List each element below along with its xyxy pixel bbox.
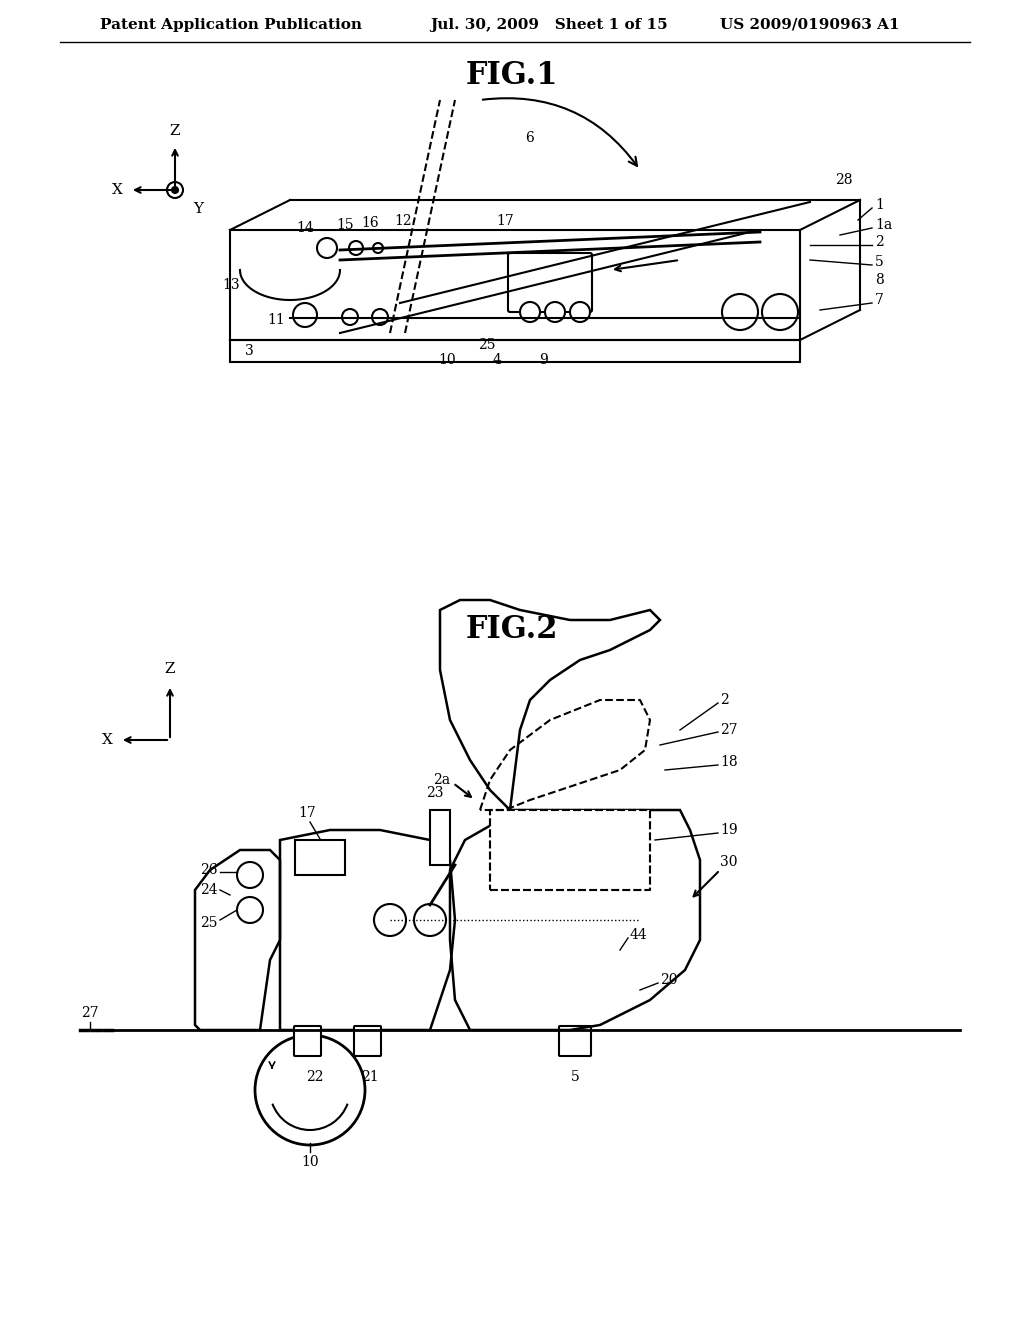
- Circle shape: [172, 187, 178, 193]
- Circle shape: [374, 904, 406, 936]
- Text: Jul. 30, 2009   Sheet 1 of 15: Jul. 30, 2009 Sheet 1 of 15: [430, 18, 668, 32]
- Circle shape: [255, 1035, 365, 1144]
- Text: Patent Application Publication: Patent Application Publication: [100, 18, 362, 32]
- Text: 17: 17: [496, 214, 514, 228]
- Text: 1: 1: [874, 198, 884, 213]
- Text: 22: 22: [306, 1071, 324, 1084]
- Circle shape: [762, 294, 798, 330]
- Circle shape: [293, 304, 317, 327]
- Text: 10: 10: [301, 1155, 318, 1170]
- Text: 28: 28: [835, 173, 853, 187]
- Text: 44: 44: [630, 928, 648, 942]
- Text: Z: Z: [170, 124, 180, 139]
- Text: 25: 25: [478, 338, 496, 352]
- Circle shape: [545, 302, 565, 322]
- Text: 17: 17: [298, 807, 315, 820]
- Circle shape: [237, 898, 263, 923]
- Bar: [230, 341, 800, 362]
- FancyArrowPatch shape: [482, 98, 637, 166]
- Text: 20: 20: [660, 973, 678, 987]
- Circle shape: [373, 243, 383, 253]
- Text: 30: 30: [720, 855, 737, 869]
- Text: 11: 11: [267, 313, 285, 327]
- Text: 15: 15: [336, 218, 354, 232]
- Circle shape: [372, 309, 388, 325]
- Text: 9: 9: [539, 352, 548, 367]
- Text: 8: 8: [874, 273, 884, 286]
- Text: 10: 10: [438, 352, 456, 367]
- Circle shape: [414, 904, 446, 936]
- Circle shape: [342, 309, 358, 325]
- Text: 2a: 2a: [433, 774, 450, 787]
- FancyBboxPatch shape: [294, 1026, 321, 1056]
- Text: Z: Z: [165, 663, 175, 676]
- Text: 5: 5: [874, 255, 884, 269]
- Circle shape: [349, 242, 362, 255]
- Text: 26: 26: [201, 863, 218, 876]
- Circle shape: [722, 294, 758, 330]
- Text: 6: 6: [525, 131, 535, 145]
- Text: 13: 13: [222, 279, 240, 292]
- Text: 19: 19: [720, 822, 737, 837]
- Circle shape: [237, 862, 263, 888]
- Text: FIG.2: FIG.2: [466, 615, 558, 645]
- Text: 24: 24: [201, 883, 218, 898]
- Circle shape: [167, 182, 183, 198]
- Circle shape: [570, 302, 590, 322]
- Bar: [430, 810, 450, 865]
- Circle shape: [317, 238, 337, 257]
- Text: X: X: [102, 733, 113, 747]
- Text: 18: 18: [720, 755, 737, 770]
- FancyBboxPatch shape: [559, 1026, 591, 1056]
- Text: 1a: 1a: [874, 218, 892, 232]
- Text: 4: 4: [493, 352, 502, 367]
- Text: 12: 12: [394, 214, 412, 228]
- Text: 25: 25: [201, 916, 218, 931]
- Text: 27: 27: [720, 723, 737, 737]
- Text: 3: 3: [245, 345, 254, 358]
- FancyBboxPatch shape: [354, 1026, 381, 1056]
- Text: 7: 7: [874, 293, 884, 308]
- Circle shape: [520, 302, 540, 322]
- Text: 16: 16: [361, 216, 379, 230]
- Text: FIG.1: FIG.1: [466, 59, 558, 91]
- Text: 14: 14: [296, 220, 314, 235]
- Text: Y: Y: [193, 202, 203, 216]
- Bar: [295, 840, 345, 875]
- Text: 27: 27: [81, 1006, 98, 1020]
- Text: 2: 2: [720, 693, 729, 708]
- Bar: [490, 810, 650, 890]
- Text: 21: 21: [361, 1071, 379, 1084]
- Text: 2: 2: [874, 235, 884, 249]
- Text: 5: 5: [570, 1071, 580, 1084]
- Text: X: X: [112, 183, 123, 197]
- Text: US 2009/0190963 A1: US 2009/0190963 A1: [720, 18, 900, 32]
- FancyBboxPatch shape: [508, 253, 592, 312]
- Text: 23: 23: [426, 785, 443, 800]
